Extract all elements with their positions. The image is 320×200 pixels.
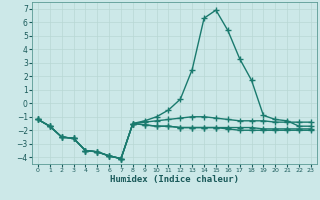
X-axis label: Humidex (Indice chaleur): Humidex (Indice chaleur) — [110, 175, 239, 184]
